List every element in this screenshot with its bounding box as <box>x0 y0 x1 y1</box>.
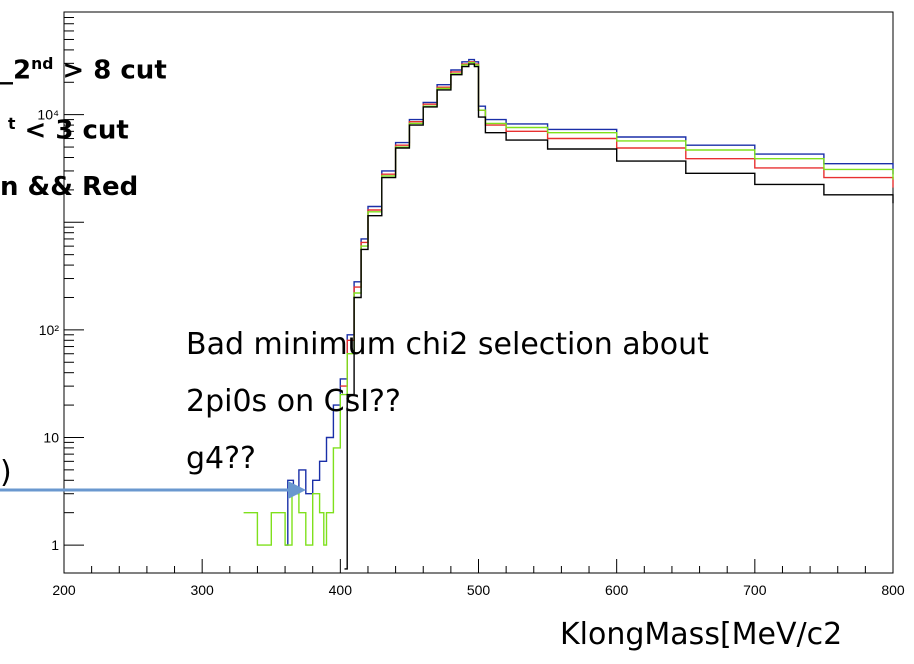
legend-line-2-sup: t <box>8 115 16 133</box>
x-tick-label: 500 <box>467 582 491 598</box>
y-tick-label: 10⁴ <box>37 107 59 123</box>
legend-line-1-sup: nd <box>31 55 54 73</box>
legend-line-2: t < 3 cut <box>8 115 129 146</box>
y-tick-label: 1 <box>51 537 59 553</box>
annotation-line-3: g4?? <box>186 441 256 476</box>
axis-ticks: 200 300 400 500 600 700 800 1 10 10² 10⁴ <box>37 11 905 598</box>
data-series-group <box>243 58 894 570</box>
annotation-line-2: 2pi0s on CsI?? <box>186 384 401 419</box>
x-tick-label: 400 <box>329 582 353 598</box>
y-tick-label: 10 <box>43 429 59 445</box>
x-tick-label: 300 <box>190 582 214 598</box>
y-tick-label: 10² <box>39 322 60 338</box>
legend-line-1-pre: _2 <box>0 55 32 86</box>
x-axis-label: KlongMass[MeV/c2 <box>560 617 843 652</box>
x-tick-label: 600 <box>605 582 629 598</box>
legend-line-3: n && Red <box>0 172 139 202</box>
annotation-line-1: Bad minimum chi2 selection about <box>186 327 709 362</box>
series-line-3 <box>344 63 894 570</box>
legend-line-1: _2nd > 8 cut <box>0 55 167 86</box>
annotation-arrow <box>0 481 306 499</box>
left-paren: ) <box>0 455 12 490</box>
x-tick-label: 800 <box>881 582 905 598</box>
arrow-head <box>288 481 306 499</box>
legend-line-2-post: < 3 cut <box>15 115 129 146</box>
x-tick-label: 700 <box>743 582 767 598</box>
legend-line-1-post: > 8 cut <box>53 55 167 86</box>
x-tick-label: 200 <box>52 582 76 598</box>
series-line-2 <box>243 61 894 546</box>
